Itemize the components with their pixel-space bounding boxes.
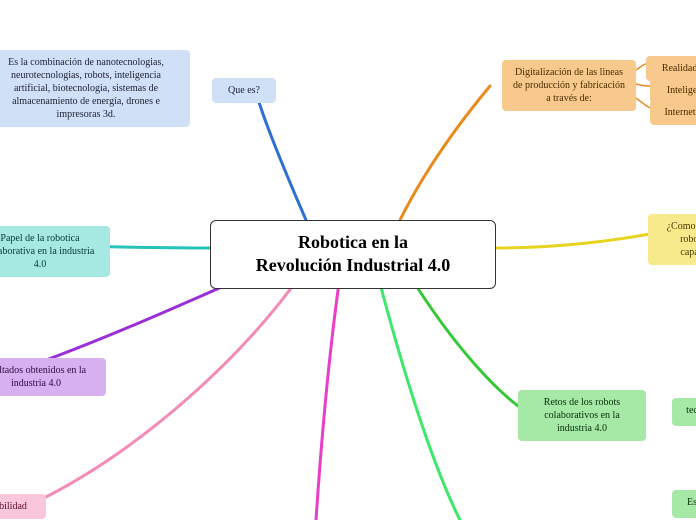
branch-1-node-0[interactable]: Digitalización de las lineas de producci… (502, 60, 636, 111)
node-layer: Que es? Es la combinación de nanotecnolog… (0, 0, 696, 520)
branch-6-node-0[interactable]: bilidad (0, 494, 46, 519)
branch-3-node-1[interactable]: tec (672, 398, 696, 426)
branch-1-node-3[interactable]: Internet (650, 100, 696, 125)
branch-7-node-0[interactable]: esultados obtenidos en la industria 4.0 (0, 358, 106, 396)
branch-0-node-0[interactable]: Que es? (212, 78, 276, 103)
center-node[interactable]: Robotica en laRevolución Industrial 4.0 (210, 220, 496, 289)
center-title-line1: Robotica en la (229, 231, 477, 254)
branch-8-node-0[interactable]: Papel de la robotica colaborativa en la … (0, 226, 110, 277)
branch-3-node-0[interactable]: Retos de los robots colaborativos en la … (518, 390, 646, 441)
branch-3-node-2[interactable]: Es (672, 490, 696, 518)
branch-0-node-1[interactable]: Es la combinación de nanotecnologias, ne… (0, 50, 190, 127)
branch-2-node-0[interactable]: ¿Como ha ido evo la robotica hasta capac… (648, 214, 696, 265)
center-title-line2: Revolución Industrial 4.0 (229, 254, 477, 277)
